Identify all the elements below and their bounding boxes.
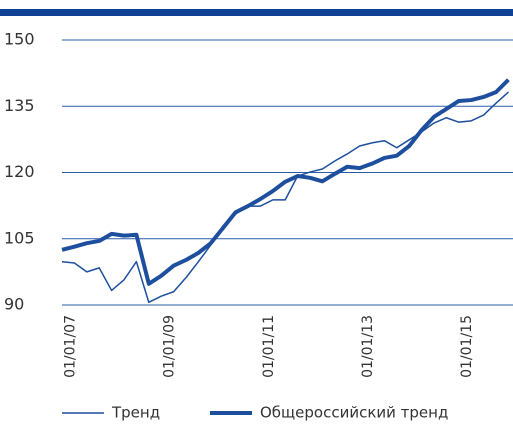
legend-label: Общероссийский тренд: [260, 404, 448, 422]
x-tick-label: 01/01/09: [162, 315, 178, 378]
y-tick-label: 90: [4, 295, 24, 314]
y-tick-label: 120: [4, 162, 35, 181]
y-tick-label: 105: [4, 228, 35, 247]
y-tick-label: 135: [4, 96, 35, 115]
x-tick-label: 01/01/13: [360, 315, 376, 378]
legend-label: Тренд: [111, 404, 160, 422]
x-tick-label: 01/01/15: [459, 315, 475, 378]
top-bar: [0, 9, 513, 16]
x-tick-label: 01/01/11: [261, 315, 277, 378]
y-tick-label: 150: [4, 30, 35, 49]
series-line: [61, 78, 510, 286]
x-tick-label: 01/01/07: [62, 315, 78, 378]
series-line: [61, 91, 509, 304]
